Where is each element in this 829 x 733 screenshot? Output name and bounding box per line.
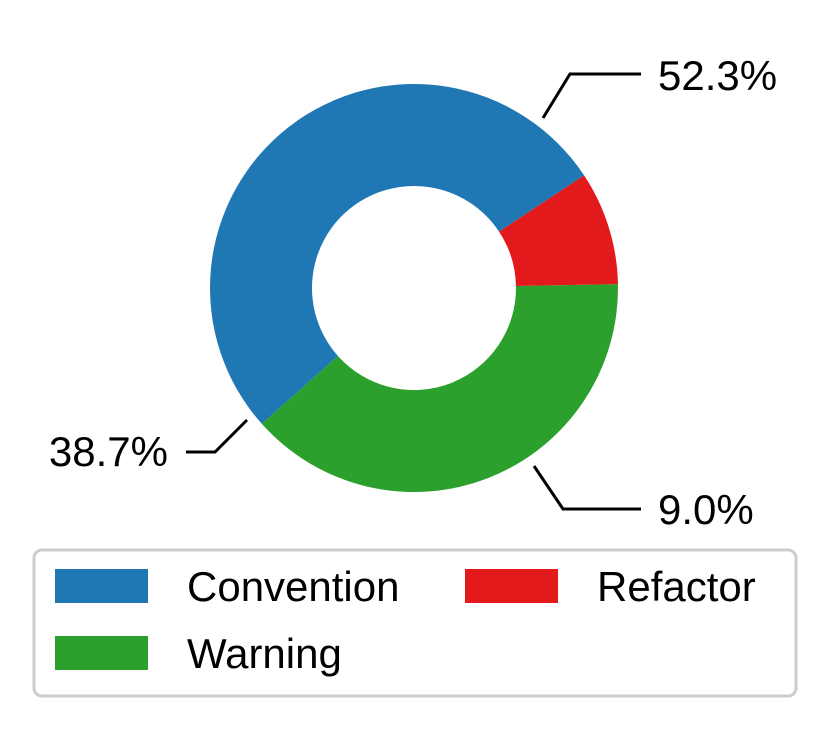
- leader-line-warning: [186, 418, 249, 454]
- donut-slices: [210, 84, 618, 493]
- slice-convention: [210, 84, 585, 424]
- legend-swatch-warning: [55, 636, 148, 670]
- slice-refactor: [499, 175, 618, 287]
- legend-swatch-refactor: [465, 569, 558, 603]
- slice-warning: [261, 284, 618, 493]
- legend: Convention Refactor Warning: [32, 548, 798, 698]
- legend-label-refactor: Refactor: [597, 563, 756, 610]
- label-warning: 38.7%: [49, 428, 168, 475]
- legend-label-warning: Warning: [187, 630, 342, 677]
- label-refactor: 9.0%: [658, 486, 754, 533]
- legend-swatch-convention: [55, 569, 148, 603]
- percentage-labels: 52.3% 38.7% 9.0%: [49, 52, 777, 533]
- leader-line-refactor: [532, 465, 641, 511]
- legend-frame: [32, 548, 798, 698]
- label-leader-lines: [186, 72, 641, 511]
- legend-label-convention: Convention: [187, 563, 399, 610]
- leader-line-convention: [541, 72, 641, 119]
- label-convention: 52.3%: [658, 52, 777, 99]
